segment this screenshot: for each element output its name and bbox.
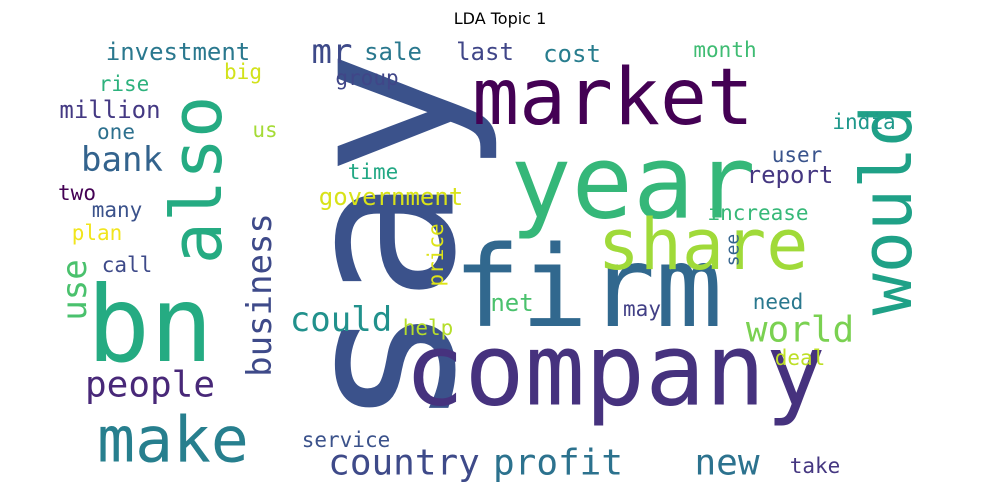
word-cost: cost	[543, 40, 601, 68]
word-may: may	[623, 297, 661, 321]
word-market: market	[472, 53, 754, 143]
word-company: company	[404, 312, 825, 429]
word-many: many	[92, 198, 143, 222]
word-bank: bank	[81, 140, 163, 180]
word-two: two	[58, 181, 96, 205]
word-year: year	[510, 124, 756, 243]
word-price: price	[424, 223, 448, 286]
word-firm: firm	[453, 223, 723, 353]
word-would: would	[846, 105, 928, 316]
word-say: say	[258, 50, 503, 429]
word-help: help	[403, 316, 454, 340]
word-month: month	[693, 38, 756, 62]
word-big: big	[224, 60, 262, 84]
word-mr: mr	[312, 36, 353, 72]
word-deal: deal	[775, 346, 826, 370]
word-world: world	[746, 310, 854, 351]
word-service: service	[302, 428, 391, 452]
word-time: time	[348, 160, 399, 184]
word-group: group	[335, 66, 398, 90]
word-net: net	[490, 289, 533, 317]
word-people: people	[85, 365, 215, 406]
word-business: business	[240, 213, 280, 377]
word-take: take	[790, 454, 841, 478]
word-need: need	[753, 290, 804, 314]
word-investment: investment	[106, 38, 251, 66]
chart-title: LDA Topic 1	[453, 9, 547, 28]
word-could: could	[290, 300, 392, 340]
word-one: one	[97, 120, 135, 144]
word-government: government	[319, 183, 464, 211]
word-increase: increase	[707, 201, 808, 225]
word-see: see	[723, 234, 744, 267]
word-country: country	[328, 443, 480, 484]
word-call: call	[102, 253, 153, 277]
word-cloud: say company firm year bn market share also would…	[50, 36, 950, 486]
word-last: last	[456, 38, 514, 66]
word-rise: rise	[99, 72, 150, 96]
word-also: also	[156, 96, 238, 265]
word-bn: bn	[87, 264, 213, 386]
word-profit: profit	[493, 443, 623, 484]
word-plan: plan	[72, 221, 123, 245]
word-new: new	[694, 443, 759, 484]
word-user: user	[772, 143, 823, 167]
word-report: report	[747, 161, 834, 189]
word-million: million	[59, 96, 160, 124]
word-use: use	[55, 259, 95, 320]
word-share: share	[598, 204, 809, 286]
word-india: india	[832, 110, 895, 134]
word-us: us	[252, 118, 277, 142]
word-sale: sale	[364, 38, 422, 66]
word-make: make	[97, 404, 249, 477]
